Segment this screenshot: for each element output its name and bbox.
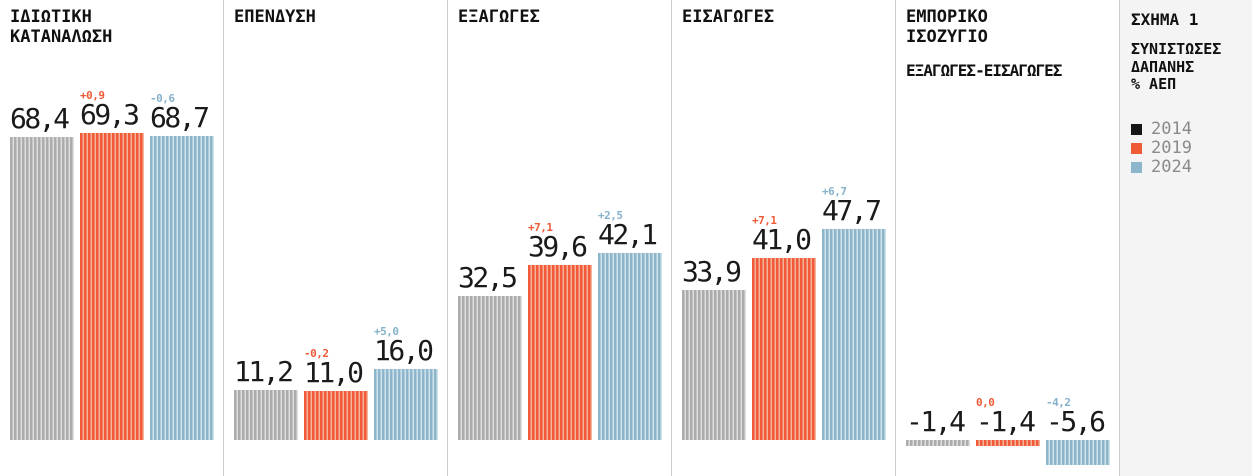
panel-title: ΙΔΙΩΤΙΚΗ ΚΑΤΑΝΑΛΩΣΗ — [10, 7, 113, 47]
bar-area: 68,4 +0,9 69,3 -0,6 68,7 — [0, 0, 223, 476]
bar-2014 — [458, 296, 522, 440]
bar-value-label: 41,0 — [752, 223, 812, 256]
bar-2014 — [234, 390, 298, 440]
legend-item: 2024 — [1131, 156, 1246, 177]
legend-panel: ΣΧΗΜΑ 1 ΣΥΝΙΣΤΩΣΕΣ ΔΑΠΑΝΗΣ % ΑΕΠ 2014 20… — [1119, 0, 1252, 476]
bar-delta-label: 0,0 — [976, 396, 995, 409]
bar-value-label: 33,9 — [682, 255, 742, 288]
bar-2024 — [822, 229, 886, 440]
bar-delta-label: +7,1 — [752, 214, 777, 227]
bar-value-label: -1,4 — [976, 405, 1036, 438]
bar-2014 — [10, 137, 74, 440]
legend-item: 2019 — [1131, 137, 1246, 158]
bar-delta-label: -0,2 — [304, 347, 329, 360]
figure-subtitle: ΣΥΝΙΣΤΩΣΕΣ ΔΑΠΑΝΗΣ % ΑΕΠ — [1131, 40, 1222, 93]
legend-item: 2014 — [1131, 118, 1246, 139]
bar-2014 — [682, 290, 746, 440]
bar-2024 — [374, 369, 438, 440]
bar-delta-label: -0,6 — [150, 92, 175, 105]
chart-panel-1: ΕΠΕΝΔΥΣΗ 11,2 -0,2 11,0 +5,0 16,0 — [224, 0, 448, 476]
bar-2014 — [906, 440, 970, 446]
panel-title: ΕΜΠΟΡΙΚΟ ΙΣΟΖΥΓΙΟ — [906, 7, 988, 47]
bar-value-label: 47,7 — [822, 194, 882, 227]
bar-2019 — [304, 391, 368, 440]
chart-panel-2: ΕΞΑΓΩΓΕΣ 32,5 +7,1 39,6 +2,5 42,1 — [448, 0, 672, 476]
bar-2024 — [150, 136, 214, 440]
bar-area: 11,2 -0,2 11,0 +5,0 16,0 — [224, 0, 447, 476]
bar-value-label: -1,4 — [906, 405, 966, 438]
bar-value-label: 69,3 — [80, 98, 140, 131]
bar-delta-label: +7,1 — [528, 221, 553, 234]
bar-delta-label: +2,5 — [598, 209, 623, 222]
panel-title: ΕΞΑΓΩΓΕΣ — [458, 7, 540, 27]
legend-year-label: 2019 — [1151, 137, 1192, 158]
bar-delta-label: -4,2 — [1046, 396, 1071, 409]
bar-2019 — [80, 133, 144, 440]
bar-area: 32,5 +7,1 39,6 +2,5 42,1 — [448, 0, 671, 476]
bar-value-label: -5,6 — [1046, 405, 1106, 438]
bar-value-label: 16,0 — [374, 334, 434, 367]
bar-area: -1,4 0,0 -1,4 -4,2 -5,6 — [896, 0, 1119, 476]
panel-subtitle: ΕΞΑΓΩΓΕΣ-ΕΙΣΑΓΩΓΕΣ — [906, 61, 1062, 80]
legend-year-label: 2014 — [1151, 118, 1192, 139]
panel-title: ΕΠΕΝΔΥΣΗ — [234, 7, 316, 27]
bar-2024 — [1046, 440, 1110, 465]
bar-value-label: 68,7 — [150, 101, 210, 134]
panel-title: ΕΙΣΑΓΩΓΕΣ — [682, 7, 775, 27]
chart-panel-3: ΕΙΣΑΓΩΓΕΣ 33,9 +7,1 41,0 +6,7 47,7 — [672, 0, 896, 476]
bar-delta-label: +5,0 — [374, 325, 399, 338]
bar-2019 — [976, 440, 1040, 446]
bar-2024 — [598, 253, 662, 440]
bar-delta-label: +0,9 — [80, 89, 105, 102]
legend-swatch-icon — [1131, 161, 1142, 173]
chart-panel-0: ΙΔΙΩΤΙΚΗ ΚΑΤΑΝΑΛΩΣΗ 68,4 +0,9 69,3 -0,6 … — [0, 0, 224, 476]
figure-label: ΣΧΗΜΑ 1 — [1131, 10, 1199, 29]
bar-value-label: 42,1 — [598, 218, 658, 251]
chart-panel-4: ΕΜΠΟΡΙΚΟ ΙΣΟΖΥΓΙΟ ΕΞΑΓΩΓΕΣ-ΕΙΣΑΓΩΓΕΣ -1,… — [896, 0, 1120, 476]
legend-swatch-icon — [1131, 123, 1142, 135]
bar-2019 — [528, 265, 592, 440]
legend-swatch-icon — [1131, 142, 1142, 154]
bar-value-label: 11,2 — [234, 355, 294, 388]
bar-value-label: 11,0 — [304, 356, 364, 389]
bar-value-label: 32,5 — [458, 261, 518, 294]
legend: 2014 2019 2024 — [1131, 118, 1246, 177]
bar-area: 33,9 +7,1 41,0 +6,7 47,7 — [672, 0, 895, 476]
legend-year-label: 2024 — [1151, 156, 1192, 177]
bar-value-label: 39,6 — [528, 230, 588, 263]
bar-value-label: 68,4 — [10, 102, 70, 135]
bar-delta-label: +6,7 — [822, 185, 847, 198]
bar-2019 — [752, 258, 816, 440]
